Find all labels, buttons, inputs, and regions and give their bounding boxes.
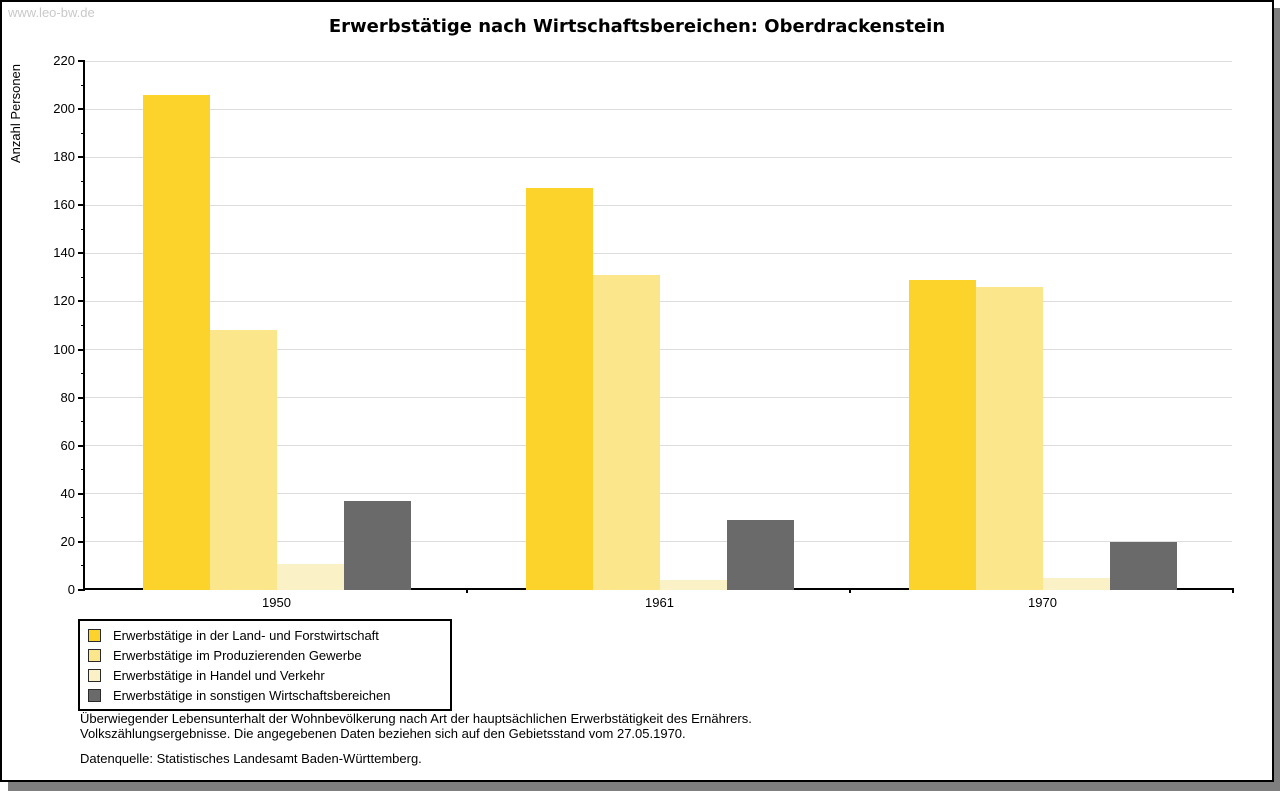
bar (592, 275, 660, 590)
x-tick-label: 1961 (645, 595, 674, 610)
legend-item-label: Erwerbstätige in der Land- und Forstwirt… (113, 627, 379, 643)
y-tick-label: 0 (67, 582, 75, 597)
legend: Erwerbstätige in der Land- und Forstwirt… (78, 619, 452, 711)
y-tick-label: 200 (53, 101, 75, 117)
y-minor-tick (81, 565, 85, 567)
y-major-tick (78, 492, 85, 495)
chart-title: Erwerbstätige nach Wirtschaftsbereichen:… (328, 16, 946, 38)
legend-item-label: Erwerbstätige im Produzierenden Gewerbe (113, 647, 362, 663)
y-tick-label: 100 (53, 341, 75, 357)
y-minor-tick (81, 469, 85, 471)
y-minor-tick (81, 180, 85, 182)
y-minor-tick (81, 276, 85, 278)
x-tick-label: 1950 (262, 595, 291, 610)
y-tick-label: 220 (53, 53, 75, 68)
gridline (85, 252, 1232, 254)
footer-source: Datenquelle: Statistisches Landesamt Bad… (80, 751, 422, 766)
legend-item: Erwerbstätige in sonstigen Wirtschaftsbe… (88, 685, 444, 705)
bar (142, 94, 210, 590)
gridline (85, 156, 1232, 158)
y-tick-label: 80 (60, 389, 75, 405)
plot-area: 0 20 40 60 80 100 120 140 160 180 200 220 1950 1961 19… (53, 53, 1234, 610)
bar (659, 580, 727, 590)
y-minor-tick (81, 373, 85, 375)
legend-swatch (88, 668, 101, 682)
legend-swatch (88, 648, 101, 662)
y-major-tick (78, 108, 85, 111)
bar (975, 287, 1043, 590)
bar (525, 188, 593, 590)
gridline (85, 108, 1232, 110)
gridline (85, 204, 1232, 206)
legend-swatch (88, 628, 101, 642)
legend-item-label: Erwerbstätige in sonstigen Wirtschaftsbe… (113, 687, 391, 703)
footer-line-1: Überwiegender Lebensunterhalt der Wohnbe… (80, 711, 752, 726)
y-tick-label: 60 (60, 437, 75, 453)
footer: Überwiegender Lebensunterhalt der Wohnbe… (80, 711, 752, 767)
legend-item: Erwerbstätige im Produzierenden Gewerbe (88, 645, 444, 665)
bar (343, 501, 411, 590)
bar (726, 520, 794, 590)
legend-swatch (88, 688, 101, 702)
legend-item: Erwerbstätige in der Land- und Forstwirt… (88, 625, 444, 645)
bar (1109, 541, 1177, 590)
y-major-tick (78, 396, 85, 399)
y-minor-tick (81, 517, 85, 519)
watermark: www.leo-bw.de (8, 5, 95, 20)
legend-item-label: Erwerbstätige in Handel und Verkehr (113, 667, 325, 683)
y-major-tick (78, 540, 85, 543)
y-tick-label: 20 (60, 533, 75, 549)
y-minor-tick (81, 84, 85, 86)
y-tick-label: 120 (53, 293, 75, 309)
y-tick-label: 40 (60, 485, 75, 501)
bar (908, 279, 976, 590)
footer-line-2: Volkszählungsergebnisse. Die angegebenen… (80, 725, 686, 741)
y-major-tick (78, 156, 85, 159)
y-major-tick (78, 348, 85, 351)
gridline (85, 60, 1232, 62)
y-major-tick (78, 300, 85, 303)
y-tick-label: 180 (53, 149, 75, 165)
y-major-tick (78, 204, 85, 207)
y-major-tick (78, 589, 85, 591)
x-boundary-tick (1232, 588, 1234, 593)
y-axis-label: Anzahl Personen (8, 63, 23, 163)
bar (1042, 577, 1110, 590)
y-major-tick (78, 60, 85, 62)
y-tick-label: 160 (53, 197, 75, 213)
y-minor-tick (81, 421, 85, 423)
x-boundary-tick (466, 588, 468, 593)
x-boundary-tick (849, 588, 851, 593)
y-major-tick (78, 252, 85, 255)
y-major-tick (78, 444, 85, 447)
bar (209, 330, 277, 590)
y-minor-tick (81, 325, 85, 326)
y-minor-tick (81, 228, 85, 230)
y-minor-tick (81, 132, 85, 134)
x-tick-label: 1970 (1028, 595, 1057, 610)
y-tick-label: 140 (53, 245, 75, 261)
legend-item: Erwerbstätige in Handel und Verkehr (88, 665, 444, 685)
bar (276, 563, 344, 590)
